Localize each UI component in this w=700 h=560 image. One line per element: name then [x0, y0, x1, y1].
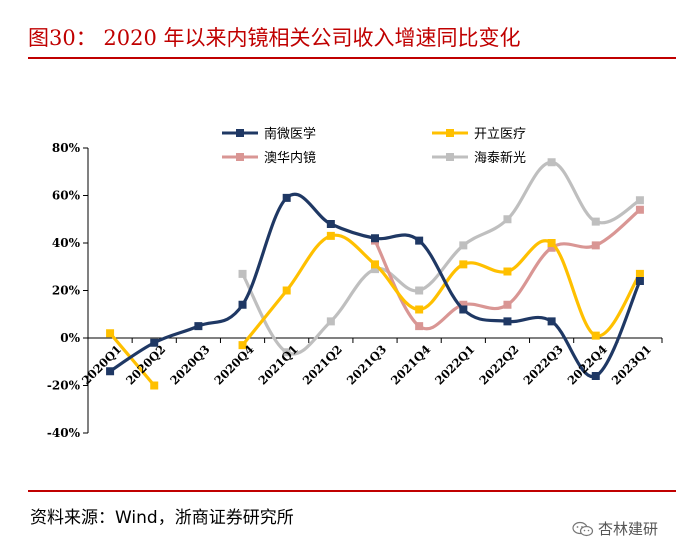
category-labels: 2020Q12020Q22020Q32020Q42021Q12021Q22021… [79, 342, 654, 387]
data-point [503, 317, 512, 326]
data-point [371, 260, 379, 269]
data-point [106, 329, 115, 338]
y-tick-label: -20% [47, 379, 81, 393]
data-point [591, 217, 600, 226]
data-point [635, 277, 644, 285]
legend-swatch-marker [236, 153, 244, 161]
data-point [326, 317, 335, 326]
legend-swatch-marker [446, 153, 454, 161]
footer-divider [28, 490, 676, 492]
x-tick-label: 2022Q3 [520, 342, 565, 387]
y-tick-label: 80% [52, 141, 81, 155]
series-0 [106, 192, 644, 380]
series-3 [238, 158, 644, 357]
data-point [282, 348, 291, 357]
data-point [238, 341, 247, 350]
data-point [238, 269, 247, 278]
series-line [240, 233, 642, 347]
data-point [415, 286, 424, 295]
legend-item: 海泰新光 [432, 150, 526, 166]
data-point [503, 267, 512, 276]
chart-title: 图30： 2020 年以来内镜相关公司收入增速同比变化 [28, 26, 521, 50]
legend-swatch-marker [236, 129, 244, 137]
legend-label: 开立医疗 [474, 127, 526, 142]
y-tick-label: -40% [47, 426, 81, 440]
data-point [591, 331, 600, 340]
data-point [415, 236, 424, 245]
data-point [415, 322, 424, 331]
y-tick-label: 20% [52, 284, 81, 298]
legend-item: 南微医学 [222, 126, 316, 142]
wechat-icon [572, 521, 594, 536]
data-point [326, 220, 335, 228]
data-point [547, 317, 556, 326]
x-tick-label: 2020Q3 [167, 342, 212, 387]
x-tick-label: 2020Q4 [211, 342, 256, 387]
data-point [503, 215, 512, 224]
data-point [150, 381, 159, 390]
data-point [282, 286, 291, 295]
legend-item: 澳华内镜 [222, 150, 316, 166]
data-point [415, 305, 424, 314]
data-point [635, 196, 644, 205]
y-tick-label: 60% [52, 189, 81, 203]
source-note: 资料来源：Wind，浙商证券研究所 [30, 508, 294, 528]
data-point [459, 300, 468, 309]
data-point [106, 367, 115, 376]
data-point [194, 322, 203, 331]
data-point [459, 260, 468, 269]
x-tick-label: 2021Q4 [388, 342, 433, 387]
data-point [635, 205, 644, 214]
legend-swatch-marker [446, 129, 454, 137]
data-point [591, 372, 600, 380]
data-point [326, 231, 335, 240]
data-point [547, 158, 556, 167]
data-point [238, 300, 247, 309]
watermark-text: 杏林建研 [598, 520, 659, 538]
legend-label: 澳华内镜 [264, 150, 316, 166]
data-point [459, 305, 468, 314]
data-point [635, 269, 644, 278]
series-line [240, 160, 642, 356]
data-point [547, 243, 556, 252]
data-point [282, 193, 291, 202]
legend-item: 开立医疗 [432, 127, 526, 142]
y-tick-label: 0% [60, 331, 80, 345]
y-tick-label: 40% [52, 236, 81, 250]
data-point [150, 338, 159, 347]
data-point [503, 300, 512, 309]
data-point [371, 265, 379, 274]
legend-label: 海泰新光 [474, 150, 526, 166]
x-tick-label: 2022Q1 [432, 342, 477, 387]
series-1 [106, 231, 644, 390]
watermark: 杏林建研 [572, 518, 658, 539]
legend-label: 南微医学 [264, 126, 316, 142]
series-layer [106, 158, 644, 390]
data-point [547, 239, 556, 247]
x-tick-label: 2021Q3 [344, 342, 389, 387]
x-tick-label: 2021Q1 [256, 342, 301, 387]
x-tick-label: 2022Q2 [476, 342, 521, 387]
data-point [371, 234, 379, 243]
data-point [459, 241, 468, 250]
title-divider [28, 57, 676, 59]
data-point [591, 241, 600, 250]
